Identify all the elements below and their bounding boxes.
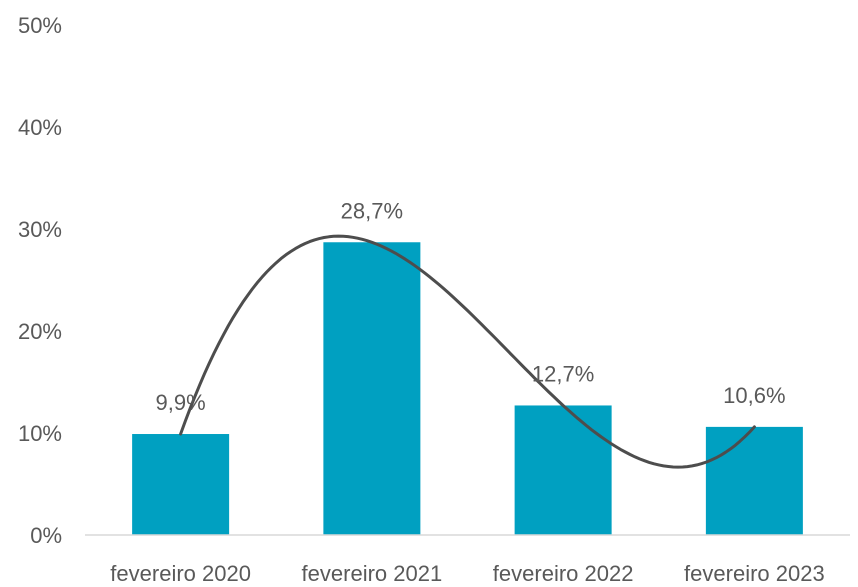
bar	[705, 426, 803, 535]
data-label: 28,7%	[341, 198, 403, 223]
x-tick-label: fevereiro 2023	[684, 561, 825, 586]
y-axis: 0% 10% 20% 30% 40% 50%	[18, 13, 62, 548]
bar	[323, 242, 421, 535]
x-tick-label: fevereiro 2020	[110, 561, 251, 586]
y-tick-label: 40%	[18, 115, 62, 140]
bar	[132, 434, 230, 535]
bars	[132, 242, 803, 535]
y-tick-label: 20%	[18, 319, 62, 344]
data-label: 9,9%	[156, 390, 206, 415]
trendline	[179, 234, 756, 469]
trendline-layer	[179, 234, 756, 469]
data-label: 12,7%	[532, 361, 594, 386]
x-tick-label: fevereiro 2021	[302, 561, 443, 586]
x-tick-label: fevereiro 2022	[493, 561, 634, 586]
x-axis: fevereiro 2020 fevereiro 2021 fevereiro 20…	[85, 534, 850, 586]
y-tick-label: 0%	[30, 523, 62, 548]
data-label: 10,6%	[723, 383, 785, 408]
y-tick-label: 10%	[18, 421, 62, 446]
y-tick-label: 30%	[18, 217, 62, 242]
data-labels: 9,9% 28,7% 12,7% 10,6%	[156, 198, 786, 415]
y-tick-label: 50%	[18, 13, 62, 38]
bar	[514, 405, 612, 535]
